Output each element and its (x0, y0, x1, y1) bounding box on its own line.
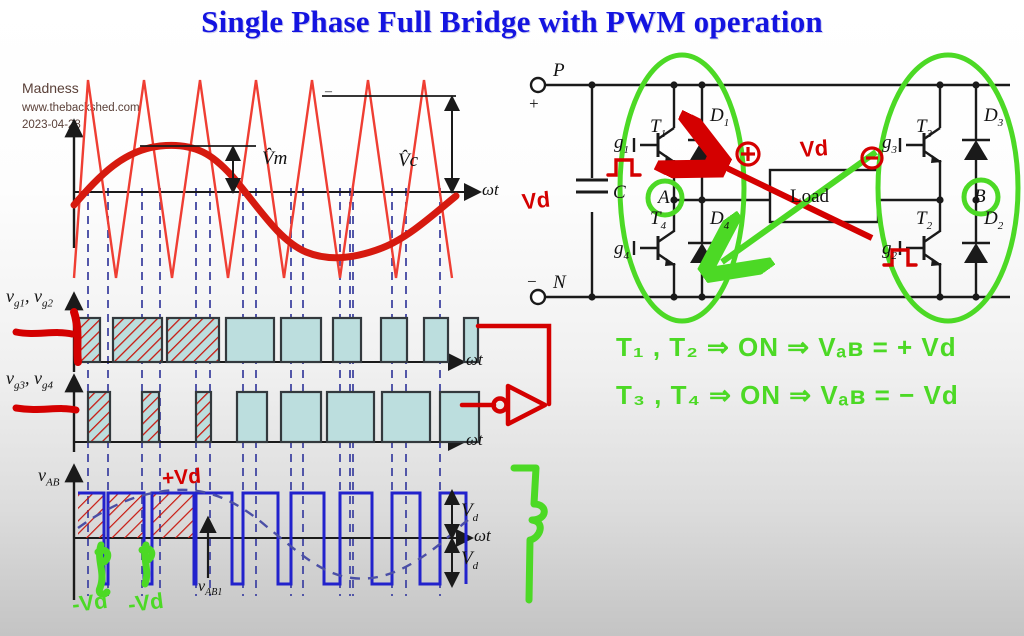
sign-plus: + (528, 94, 540, 113)
label-vm-hat: V̂m (262, 148, 288, 169)
green-brace (510, 464, 548, 604)
annotation-minus-vd-2: -Vd (126, 587, 165, 618)
sign-minus: − (526, 272, 538, 291)
row-vab (64, 463, 474, 600)
label-vd-lower: Vd (461, 548, 479, 572)
device-label-g3: g3 (882, 132, 897, 156)
device-label-d1: D1 (710, 105, 730, 129)
label-vg1-vg2: vg1, vg2 (6, 286, 53, 310)
green-minus-vd-marks (94, 541, 156, 598)
label-vab: vAB (38, 465, 60, 489)
device-label-g2: g2 (882, 238, 897, 262)
label-vd-upper: Vd (461, 500, 479, 524)
label-vg3-vg4: vg3, vg4 (6, 368, 53, 392)
annotation-plus-vd: +Vd (161, 464, 202, 491)
annotation-minus-vd-1: -Vd (70, 587, 109, 618)
device-label-d4: D4 (710, 208, 730, 232)
device-label-g1: g1 (614, 132, 629, 156)
node-label-a: A (658, 187, 670, 208)
svg-text:–: – (324, 84, 333, 99)
node-label-b: B (974, 186, 986, 207)
axis-label-omega-t-4: ωt (474, 526, 491, 545)
axis-label-omega-t-3: ωt (466, 430, 483, 449)
green-leg-highlights (617, 52, 1021, 324)
device-label-t2: T2 (916, 208, 933, 232)
device-label-t4: T4 (650, 208, 667, 232)
row-carrier-modulating: – (64, 79, 482, 279)
terminal-label-n: N (553, 272, 566, 293)
axis-label-omega-t-1: ωt (482, 180, 499, 199)
watermark-site: www.thebackshed.com (22, 102, 140, 114)
terminal-label-p: P (553, 60, 565, 81)
label-vab1: vAB1 (198, 578, 223, 599)
watermark-name: Madness (22, 80, 79, 96)
equation-line-2: T₃ , T₄ ⇒ ON ⇒ Vₐʙ = − Vd (616, 380, 959, 410)
axis-label-omega-t-2: ωt (466, 350, 483, 369)
annotation-vd-load: Vd (799, 135, 829, 162)
device-label-d3: D3 (984, 105, 1004, 129)
equation-line-1: T₁ , T₂ ⇒ ON ⇒ Vₐʙ = + Vd (616, 332, 957, 362)
row-vg1-vg2 (12, 291, 480, 372)
conduction-arrows (706, 152, 878, 262)
modulating-wave (70, 141, 460, 262)
carrier-wave (72, 79, 454, 279)
load-label: Load (790, 186, 830, 207)
vab-fundamental (77, 488, 469, 580)
page-title: Single Phase Full Bridge with PWM operat… (201, 4, 823, 39)
row-vg3-vg4 (12, 373, 481, 452)
device-label-t1: T1 (650, 116, 667, 140)
inverter-annotation (459, 323, 552, 427)
device-label-d2: D2 (984, 208, 1004, 232)
annotation-vd-capacitor: Vd (520, 186, 552, 215)
device-label-t3: T3 (916, 116, 933, 140)
circuit-diagram (529, 76, 1010, 306)
capacitor-label-c: C (613, 182, 626, 203)
gate-pulse-glyphs (606, 158, 918, 267)
label-vc-hat: V̂c (398, 150, 419, 171)
polarity-markers (735, 141, 884, 170)
device-label-g4: g4 (614, 238, 629, 262)
